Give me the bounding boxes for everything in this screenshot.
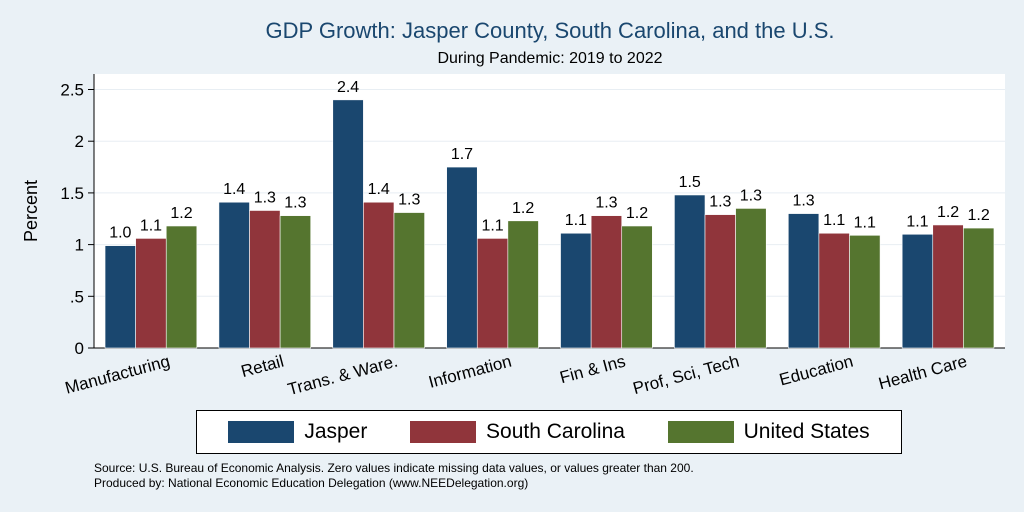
data-label: 1.7 <box>451 146 473 163</box>
y-tick-label: 0 <box>75 339 84 358</box>
data-label: 1.3 <box>740 187 762 204</box>
bar <box>135 238 167 349</box>
bar <box>674 194 706 349</box>
y-tick-label: 2.5 <box>60 81 84 100</box>
legend-label-jasper: Jasper <box>304 420 368 443</box>
bar <box>704 214 736 349</box>
data-label: 1.2 <box>512 200 534 217</box>
bar <box>963 227 995 349</box>
bar <box>590 215 623 349</box>
data-label: 1.3 <box>398 192 420 209</box>
data-label: 1.0 <box>109 225 131 242</box>
data-label: 1.3 <box>254 189 276 206</box>
data-label: 2.4 <box>337 79 359 96</box>
data-label: 1.1 <box>854 214 876 231</box>
bar <box>476 238 509 349</box>
bar <box>332 99 364 349</box>
legend-swatch-south-carolina <box>410 421 477 443</box>
data-label: 1.3 <box>595 195 617 212</box>
x-tick-label: Retail <box>239 352 286 382</box>
legend-swatch-united-states <box>667 421 734 443</box>
x-tick-label: Fin & Ins <box>558 352 628 388</box>
bar <box>932 224 964 349</box>
data-label: 1.1 <box>565 212 587 229</box>
data-label: 1.3 <box>284 195 306 212</box>
bar <box>279 215 312 349</box>
y-axis-title: Percent <box>21 180 41 242</box>
legend-item-united-states: United States <box>667 420 870 444</box>
bar <box>363 201 395 349</box>
x-tick-label: Health Care <box>877 352 970 394</box>
bar <box>104 245 136 349</box>
x-tick-label: Information <box>427 352 514 392</box>
produced-by-note: Produced by: National Economic Education… <box>94 476 529 490</box>
data-label: 1.4 <box>368 181 390 198</box>
bar <box>621 225 653 349</box>
chart-subtitle: During Pandemic: 2019 to 2022 <box>437 50 663 67</box>
data-label: 1.1 <box>906 213 928 230</box>
y-tick-label: 2 <box>75 132 84 151</box>
data-label: 1.1 <box>140 217 162 234</box>
chart-legend: Jasper South Carolina United States <box>196 410 902 454</box>
bar <box>818 232 850 349</box>
bar <box>735 208 767 349</box>
y-tick-label: 1.5 <box>60 184 84 203</box>
bar <box>849 234 881 349</box>
x-tick-label: Education <box>777 352 855 390</box>
chart-title: GDP Growth: Jasper County, South Carolin… <box>265 18 835 43</box>
data-label: 1.1 <box>823 212 845 229</box>
chart-footer: Source: U.S. Bureau of Economic Analysis… <box>94 461 694 491</box>
data-label: 1.1 <box>481 217 503 234</box>
data-label: 1.2 <box>170 205 192 222</box>
data-label: 1.3 <box>792 193 814 210</box>
bar <box>901 233 934 349</box>
data-label: 1.3 <box>709 194 731 211</box>
data-label: 1.4 <box>223 181 245 198</box>
source-note: Source: U.S. Bureau of Economic Analysis… <box>94 461 694 475</box>
x-tick-label: Prof, Sci, Tech <box>631 352 741 399</box>
bar <box>507 220 539 349</box>
bar <box>165 225 198 349</box>
bar <box>249 210 281 349</box>
x-tick-label: Trans. & Ware. <box>286 352 400 400</box>
legend-item-jasper: Jasper <box>228 420 367 444</box>
data-label: 1.2 <box>937 204 959 221</box>
bar <box>446 166 478 349</box>
data-label: 1.2 <box>626 205 648 222</box>
x-tick-label: Manufacturing <box>63 352 172 398</box>
y-tick-label: .5 <box>70 287 84 306</box>
legend-label-south-carolina: South Carolina <box>486 420 625 443</box>
bar <box>393 212 425 349</box>
legend-label-united-states: United States <box>743 420 870 443</box>
legend-swatch-jasper <box>228 421 295 443</box>
data-label: 1.5 <box>679 174 701 191</box>
y-tick-label: 1 <box>75 236 84 255</box>
bar <box>560 232 592 349</box>
legend-item-south-carolina: South Carolina <box>410 420 625 444</box>
bar <box>218 201 250 349</box>
bar <box>787 213 820 349</box>
data-label: 1.2 <box>968 207 990 224</box>
